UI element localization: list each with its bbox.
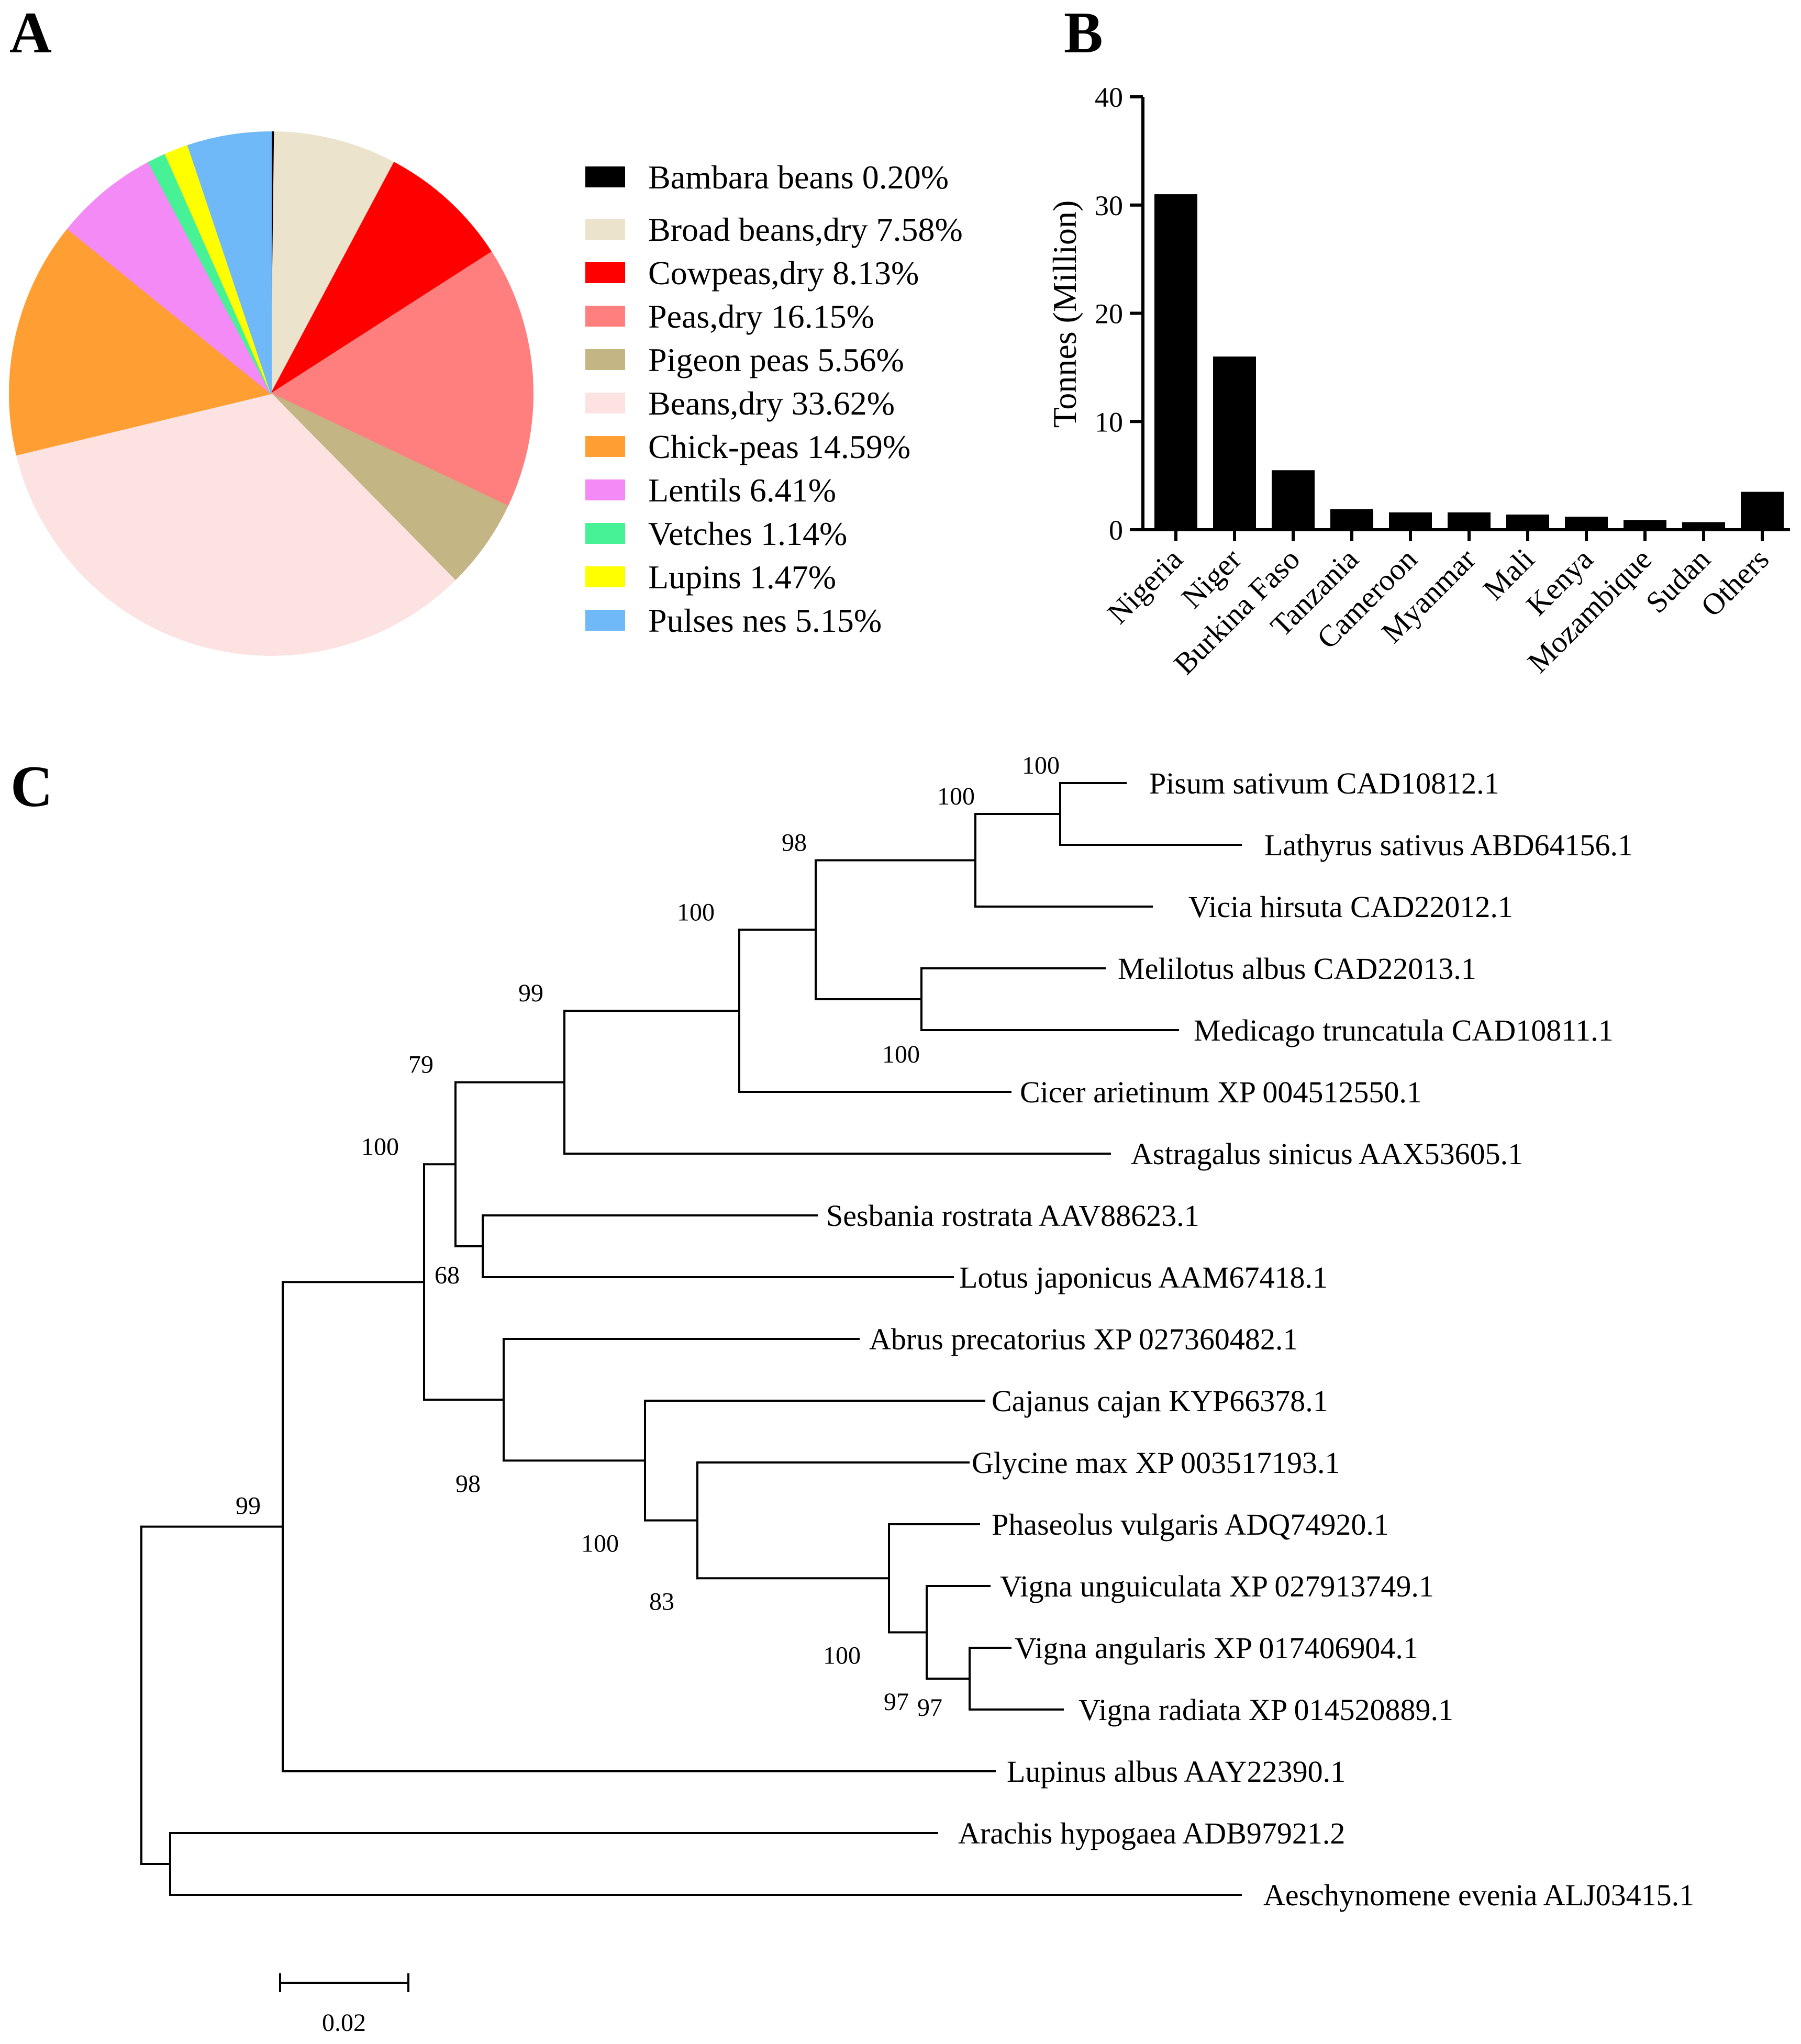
bar [1506, 515, 1549, 530]
legend-label: Pulses nes 5.15% [648, 602, 882, 639]
legend-label: Bambara beans 0.20% [648, 159, 949, 196]
bootstrap-label: 99 [518, 979, 543, 1007]
panel-letter-a: A [9, 1, 52, 65]
legend-swatch [585, 306, 625, 327]
taxon-label: Cicer arietinum XP 004512550.1 [1020, 1075, 1422, 1109]
legend-swatch [585, 219, 625, 240]
pie-slice [271, 393, 508, 581]
taxon-label: Lotus japonicus AAM67418.1 [959, 1260, 1328, 1294]
bar-y-tick-label: 30 [1095, 190, 1123, 221]
taxon-label: Astragalus sinicus AAX53605.1 [1131, 1137, 1523, 1171]
bootstrap-label: 98 [455, 1470, 481, 1498]
legend-swatch [585, 436, 625, 457]
pie-slice [66, 161, 272, 394]
bootstrap-label: 98 [782, 829, 807, 857]
pie-chart [9, 131, 533, 656]
bootstrap-label: 68 [435, 1261, 460, 1289]
bootstrap-label: 79 [408, 1051, 433, 1079]
bar-y-axis-label: Tonnes (Million) [1046, 200, 1083, 428]
legend-swatch [585, 262, 625, 283]
legend-swatch [585, 349, 625, 370]
bar-y-tick-label: 40 [1095, 82, 1123, 113]
panel-letter-b: B [1064, 1, 1103, 65]
legend-swatch [585, 610, 625, 631]
bootstrap-label: 100 [882, 1041, 920, 1068]
taxon-label: Arachis hypogaea ADB97921.2 [958, 1816, 1345, 1850]
taxon-label: Sesbania rostrata AAV88623.1 [826, 1199, 1199, 1233]
bar [1389, 512, 1432, 530]
legend-swatch [585, 523, 625, 544]
bar [1624, 520, 1666, 530]
bar [1213, 356, 1256, 530]
legend-label: Beans,dry 33.62% [648, 385, 895, 422]
bar [1330, 509, 1373, 530]
taxon-label: Medicago truncatula CAD10811.1 [1194, 1013, 1614, 1047]
legend-swatch [585, 393, 625, 414]
taxon-label: Vicia hirsuta CAD22012.1 [1188, 890, 1513, 924]
bootstrap-label: 83 [649, 1588, 674, 1615]
pie-slice [187, 131, 272, 394]
legend-label: Pigeon peas 5.56% [648, 341, 904, 378]
taxon-label: Lathyrus sativus ABD64156.1 [1264, 828, 1633, 862]
taxon-label: Melilotus albus CAD22013.1 [1118, 952, 1476, 986]
bar [1272, 470, 1315, 530]
bootstrap-label: 99 [236, 1492, 261, 1520]
pie-slice [270, 162, 493, 395]
bar-category-label: Others [1694, 542, 1775, 623]
bootstrap-label: 100 [823, 1642, 861, 1670]
bar [1448, 512, 1491, 530]
bootstrap-label: 100 [1022, 752, 1060, 779]
taxon-label: Cajanus cajan KYP66378.1 [992, 1384, 1328, 1418]
legend-label: Lupins 1.47% [648, 559, 836, 596]
bar [1565, 517, 1608, 530]
legend-label: Vetches 1.14% [648, 515, 847, 552]
pie-slice [271, 131, 395, 394]
panel-letter-c: C [10, 754, 53, 819]
bootstrap-label: 100 [937, 783, 975, 810]
pie-slice [270, 251, 533, 507]
bootstrap-label: 97 [884, 1688, 909, 1716]
legend-swatch [585, 566, 625, 587]
legend-label: Peas,dry 16.15% [648, 298, 874, 335]
legend-label: Cowpeas,dry 8.13% [648, 254, 919, 292]
bar-y-tick-label: 20 [1095, 298, 1123, 330]
bar [1154, 194, 1197, 530]
scale-bar-label: 0.02 [322, 2009, 366, 2037]
phylogenetic-tree: Pisum sativum CAD10812.1 Lathyrus sativus… [140, 752, 1694, 2037]
pie-slice [16, 393, 456, 656]
bar-y-tick-label: 0 [1109, 515, 1123, 546]
legend-swatch [585, 166, 625, 187]
bootstrap-label: 100 [677, 898, 715, 926]
taxon-label: Vigna unguiculata XP 027913749.1 [1000, 1569, 1434, 1603]
legend-swatch [585, 479, 625, 500]
bar [1741, 492, 1784, 530]
legend-label: Broad beans,dry 7.58% [648, 211, 963, 248]
bootstrap-label: 100 [581, 1530, 619, 1558]
bar [1682, 522, 1725, 530]
bootstrap-label: 100 [361, 1133, 399, 1160]
taxon-label: Pisum sativum CAD10812.1 [1149, 766, 1499, 800]
bar-category-label: Nigeria [1100, 542, 1189, 630]
bar-chart: Tonnes (Million) 010203040NigeriaNigerBu… [1046, 82, 1790, 681]
legend-label: Lentils 6.41% [648, 472, 836, 509]
pie-slice [9, 228, 273, 456]
taxon-label: Vigna radiata XP 014520889.1 [1079, 1693, 1453, 1727]
taxon-label: Glycine max XP 003517193.1 [972, 1446, 1340, 1480]
pie-legend: Bambara beans 0.20% Broad beans,dry 7.58%… [585, 159, 963, 639]
taxon-label: Vigna angularis XP 017406904.1 [1015, 1631, 1418, 1665]
taxon-label: Lupinus albus AAY22390.1 [1007, 1755, 1346, 1789]
taxon-label: Phaseolus vulgaris ADQ74920.1 [992, 1507, 1389, 1542]
bar-y-tick-label: 10 [1095, 406, 1123, 438]
legend-label: Chick-peas 14.59% [648, 428, 910, 465]
bootstrap-label: 97 [917, 1694, 942, 1722]
taxon-label: Aeschynomene evenia ALJ03415.1 [1263, 1878, 1694, 1912]
taxon-label: Abrus precatorius XP 027360482.1 [869, 1322, 1298, 1356]
